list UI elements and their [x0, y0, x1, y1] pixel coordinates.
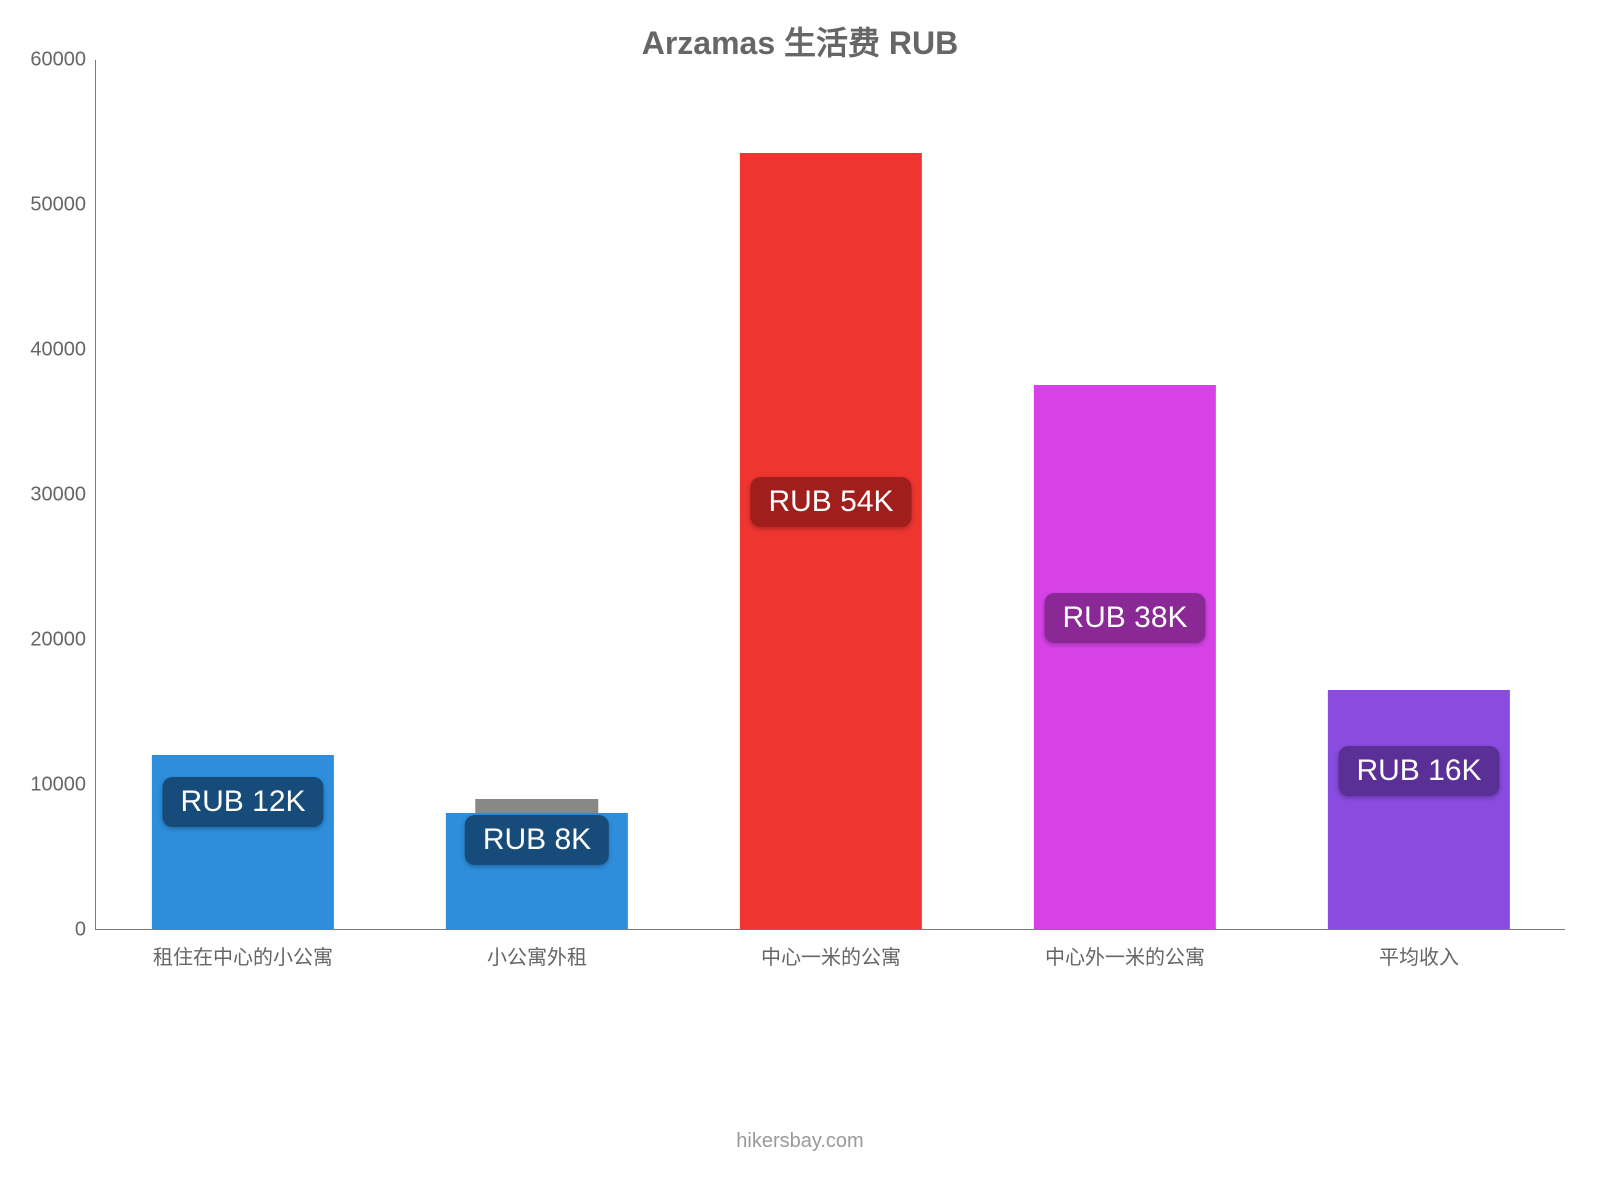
chart-title: Arzamas 生活费 RUB	[0, 18, 1600, 64]
value-badge: RUB 16K	[1338, 746, 1499, 796]
x-category-label: 中心外一米的公寓	[1045, 929, 1205, 970]
y-tick-label: 50000	[30, 194, 96, 217]
bar	[740, 153, 922, 929]
value-badge: RUB 12K	[162, 777, 323, 827]
value-badge: RUB 8K	[465, 815, 609, 865]
chart-container: Arzamas 生活费 RUB 010000200003000040000500…	[0, 0, 1600, 1200]
value-badge: RUB 38K	[1044, 593, 1205, 643]
y-tick-label: 30000	[30, 484, 96, 507]
y-tick-label: 20000	[30, 629, 96, 652]
x-category-label: 中心一米的公寓	[761, 929, 901, 970]
chart-footer: hikersbay.com	[0, 1130, 1600, 1153]
x-category-label: 平均收入	[1379, 929, 1459, 970]
x-category-label: 小公寓外租	[487, 929, 587, 970]
y-tick-label: 10000	[30, 774, 96, 797]
y-tick-label: 40000	[30, 339, 96, 362]
bar-slot: RUB 8K小公寓外租	[390, 60, 684, 929]
bar	[1034, 385, 1216, 929]
bar	[1328, 690, 1510, 929]
x-category-label: 租住在中心的小公寓	[153, 929, 333, 970]
bar-slot: RUB 12K租住在中心的小公寓	[96, 60, 390, 929]
y-tick-label: 60000	[30, 49, 96, 72]
y-tick-label: 0	[75, 919, 96, 942]
bar-slot: RUB 54K中心一米的公寓	[684, 60, 978, 929]
value-badge: RUB 54K	[750, 477, 911, 527]
plot-area: 0100002000030000400005000060000RUB 12K租住…	[95, 60, 1565, 930]
bar-slot: RUB 16K平均收入	[1272, 60, 1566, 929]
bar-slot: RUB 38K中心外一米的公寓	[978, 60, 1272, 929]
